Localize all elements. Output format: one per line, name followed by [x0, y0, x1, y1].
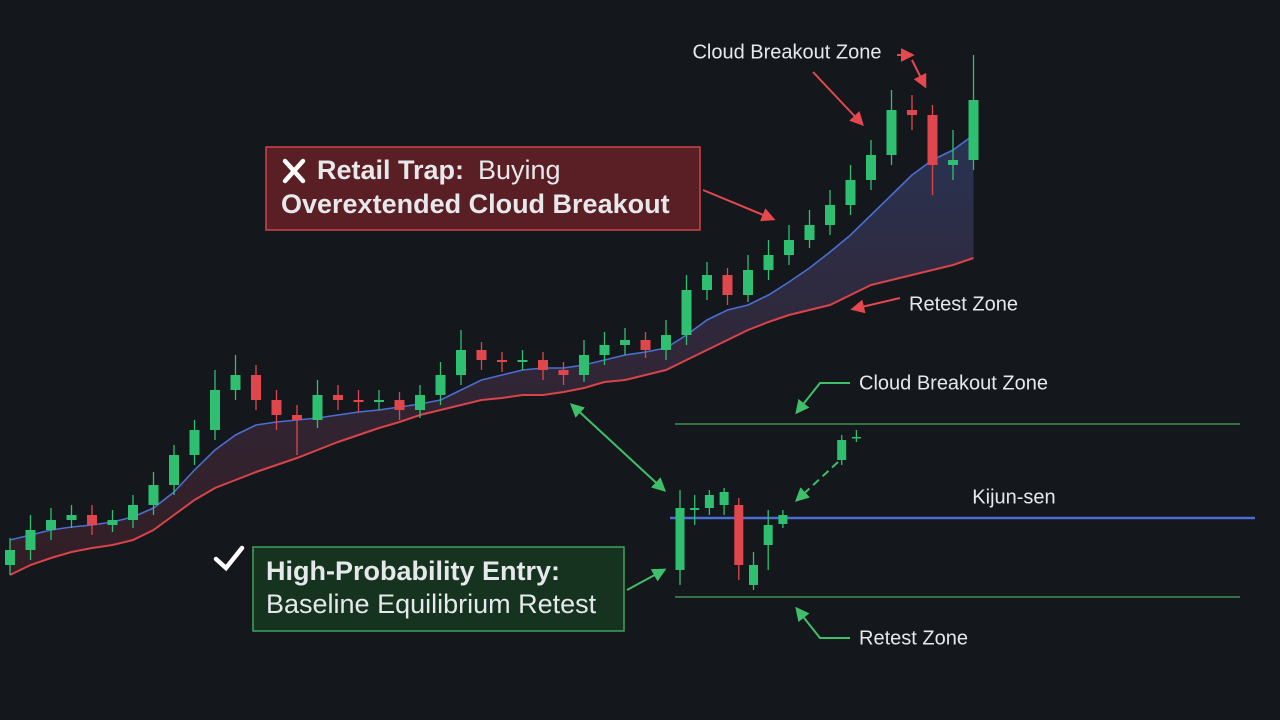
annotation: Cloud Breakout Zone: [859, 372, 1048, 394]
annotation: Retail Trap:: [317, 155, 464, 185]
candle-body: [189, 430, 200, 455]
candle-body: [927, 115, 938, 165]
candle-body: [169, 455, 179, 485]
candle-body: [538, 360, 548, 370]
candle-body: [948, 160, 958, 165]
candle-body: [517, 360, 528, 362]
lower-line: [9, 257, 974, 576]
candle-body: [661, 335, 671, 350]
annotation: Retest Zone: [859, 627, 968, 649]
candle-body: [5, 550, 15, 565]
candle-body: [825, 205, 835, 225]
candle-body: [599, 345, 610, 355]
candle-body: [681, 290, 692, 335]
candle-body: [719, 492, 729, 505]
candle-body: [66, 515, 77, 520]
kijun-line: [9, 134, 974, 541]
candle-body: [722, 275, 733, 295]
candle-body: [784, 240, 794, 255]
candle-body: [675, 508, 685, 570]
candle-body: [107, 520, 118, 525]
candle-body: [866, 155, 876, 180]
candle-body: [968, 100, 979, 160]
entry-box: [252, 546, 625, 632]
candle-body: [87, 515, 97, 525]
annotation: Cloud Breakout Zone: [692, 41, 881, 63]
annotation: Buying: [478, 155, 561, 185]
candle-body: [704, 495, 714, 508]
candle-body: [251, 375, 261, 400]
candle-body: [210, 390, 220, 430]
candle-body: [374, 400, 384, 402]
cloud: [10, 135, 974, 575]
candle-body: [435, 375, 446, 395]
candle-body: [837, 440, 847, 460]
candle-body: [353, 400, 364, 402]
candle-body: [851, 437, 861, 439]
annotations: Cloud Breakout Zone Retail Trap: Buying …: [213, 41, 1056, 649]
candle-body: [558, 370, 569, 375]
annotation: Retest Zone: [909, 293, 1018, 315]
candle-body: [415, 395, 425, 410]
candle-body: [734, 505, 744, 565]
candle-body: [292, 415, 302, 420]
candle-body: [579, 355, 589, 375]
candle-body: [271, 400, 282, 415]
candle-body: [394, 400, 405, 410]
annotation: High-Probability Entry:: [266, 556, 560, 586]
candle-body: [886, 110, 897, 155]
cross-icon: [282, 158, 306, 184]
candle-body: [312, 395, 323, 420]
annotation: Kijun-sen: [972, 486, 1055, 508]
check-icon: [213, 545, 245, 572]
candle-body: [128, 505, 138, 520]
candle-body: [333, 395, 343, 400]
annotation: Overextended Cloud Breakout: [281, 189, 670, 219]
candle-body: [804, 225, 815, 240]
candle-body: [456, 350, 466, 375]
arrows: [569, 48, 927, 639]
candle-body: [46, 520, 56, 530]
candle-body: [640, 340, 651, 350]
candle-body: [907, 110, 917, 115]
candle-body: [148, 485, 159, 505]
candle-body: [749, 565, 758, 585]
candle-body: [778, 515, 788, 524]
candle-body: [476, 350, 487, 360]
candle-body: [690, 508, 700, 510]
candle-body: [743, 270, 753, 295]
candle-body: [763, 525, 773, 545]
candle-body: [497, 360, 507, 362]
trap-box: [265, 146, 701, 231]
candle-body: [702, 275, 712, 290]
candle-body: [845, 180, 856, 205]
annotation: Baseline Equilibrium Retest: [266, 589, 597, 619]
candle-body: [620, 340, 630, 345]
candle-body: [25, 530, 36, 550]
plot-area: [5, 55, 1255, 598]
candle-body: [230, 375, 241, 390]
candle-body: [763, 255, 774, 270]
